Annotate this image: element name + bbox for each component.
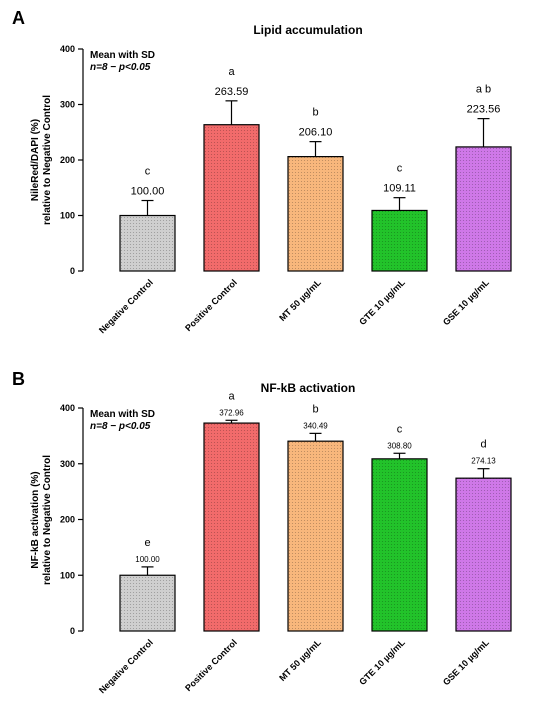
- significance-letter: c: [145, 166, 151, 178]
- x-tick-label: Negative Control: [97, 637, 155, 695]
- y-axis-label-line: relative to Negative Control: [42, 455, 53, 585]
- x-tick-label: MT 50 µg/mL: [277, 277, 323, 323]
- chart-title: Lipid accumulation: [253, 23, 362, 37]
- bar-texture: [456, 478, 511, 631]
- legend-note: Mean with SD: [90, 50, 155, 61]
- y-axis-label-line: NileRed/DAPI (%): [30, 119, 41, 201]
- x-tick-label: Positive Control: [183, 637, 239, 693]
- x-tick-label: MT 50 µg/mL: [277, 637, 323, 683]
- x-tick-label: Negative Control: [97, 277, 155, 335]
- legend-note: Mean with SD: [90, 409, 155, 420]
- y-tick-label: 300: [60, 459, 75, 469]
- bar-texture: [288, 156, 343, 271]
- y-tick-label: 100: [60, 570, 75, 580]
- chart-title: NF-kB activation: [261, 381, 356, 395]
- x-tick-label: GTE 10 µg/mL: [357, 637, 407, 687]
- bar-texture: [120, 575, 175, 631]
- x-tick-label: GTE 10 µg/mL: [357, 277, 407, 327]
- bar-texture: [204, 423, 259, 631]
- significance-letter: c: [397, 423, 403, 435]
- significance-note: n=8 − p<0.05: [90, 421, 151, 432]
- data-label: 206.10: [299, 127, 333, 139]
- y-tick-label: 400: [60, 44, 75, 54]
- bar-texture: [204, 124, 259, 271]
- y-tick-label: 300: [60, 100, 75, 110]
- significance-letter: c: [397, 163, 403, 175]
- significance-letter: a: [228, 390, 235, 402]
- x-tick-label: GSE 10 µg/mL: [441, 277, 491, 327]
- bar-texture: [372, 210, 427, 271]
- data-label: 223.56: [467, 104, 501, 116]
- significance-note: n=8 − p<0.05: [90, 62, 151, 73]
- significance-letter: b: [312, 107, 318, 119]
- y-tick-label: 400: [60, 403, 75, 413]
- data-label: 274.13: [471, 457, 496, 466]
- bar-texture: [120, 215, 175, 271]
- bar-texture: [288, 441, 343, 631]
- significance-letter: a b: [476, 84, 491, 96]
- y-tick-label: 100: [60, 211, 75, 221]
- bar-texture: [456, 146, 511, 271]
- data-label: 308.80: [387, 441, 412, 450]
- significance-letter: a: [228, 66, 235, 78]
- y-tick-label: 200: [60, 515, 75, 525]
- panel-letter: B: [12, 369, 25, 389]
- x-tick-label: GSE 10 µg/mL: [441, 637, 491, 687]
- data-label: 372.96: [219, 408, 244, 417]
- y-tick-label: 0: [70, 626, 75, 636]
- significance-letter: b: [312, 403, 318, 415]
- panel-letter: A: [12, 8, 25, 28]
- data-label: 263.59: [215, 86, 249, 98]
- data-label: 100.00: [131, 186, 165, 198]
- data-label: 100.00: [135, 555, 160, 564]
- bar-texture: [372, 458, 427, 631]
- y-axis-label: NileRed/DAPI (%)relative to Negative Con…: [30, 95, 53, 225]
- significance-letter: d: [480, 439, 486, 451]
- y-axis-label-line: relative to Negative Control: [42, 95, 53, 225]
- y-axis-label: NF-kB activation (%)relative to Negative…: [30, 455, 53, 585]
- significance-letter: e: [144, 537, 150, 549]
- y-axis-label-line: NF-kB activation (%): [30, 471, 41, 568]
- data-label: 340.49: [303, 421, 328, 430]
- x-tick-label: Positive Control: [183, 277, 239, 333]
- y-tick-label: 200: [60, 155, 75, 165]
- data-label: 109.11: [383, 183, 416, 195]
- y-tick-label: 0: [70, 266, 75, 276]
